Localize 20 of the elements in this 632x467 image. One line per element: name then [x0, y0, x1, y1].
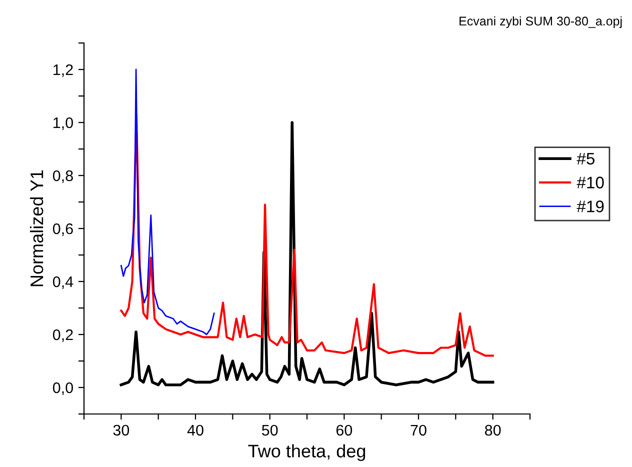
y-axis-title: Normalized Y1 — [30, 170, 44, 286]
y-tick-label: 0,4 — [52, 276, 74, 289]
y-tick-label: 1,2 — [54, 64, 73, 77]
x-tick-label: 30 — [113, 424, 130, 436]
x-tick-label: 40 — [187, 424, 204, 436]
legend-label: #19 — [576, 200, 604, 212]
line-series — [120, 68, 215, 336]
y-tick-label: 1,0 — [54, 117, 73, 130]
x-tick-label: 50 — [262, 424, 278, 436]
legend-label: #10 — [576, 176, 604, 188]
y-tick-label: 0,0 — [52, 382, 73, 395]
text: Ecvani zybi SUM 30-80_a.opj — [460, 16, 622, 28]
y-tick-label: 0,8 — [52, 170, 73, 183]
x-axis-title: Two theta, deg — [248, 444, 366, 462]
y-tick-label: 0,6 — [52, 223, 73, 236]
y-tick-label: 0,2 — [52, 329, 73, 342]
x-tick-label: 70 — [410, 424, 426, 436]
x-tick-label: 80 — [485, 424, 501, 436]
legend-label: #5 — [576, 152, 595, 165]
x-tick-label: 60 — [336, 424, 352, 436]
